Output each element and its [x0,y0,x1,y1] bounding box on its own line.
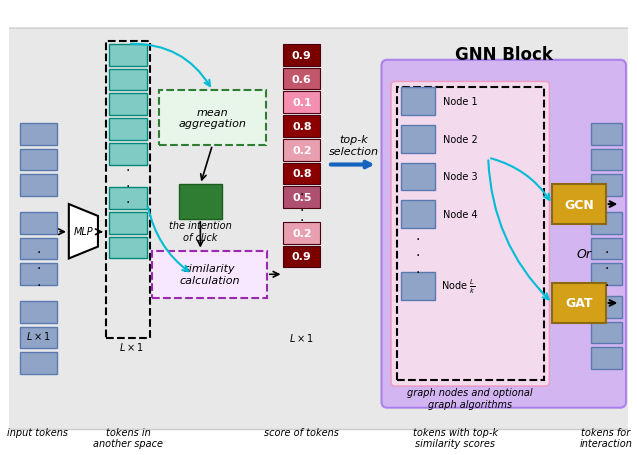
Text: 0.8: 0.8 [292,169,311,179]
Text: Or: Or [576,248,591,260]
FancyBboxPatch shape [591,296,622,318]
FancyBboxPatch shape [20,353,57,374]
Text: $L \times 1$: $L \times 1$ [26,329,51,341]
FancyBboxPatch shape [591,238,622,260]
Text: 0.1: 0.1 [292,98,311,108]
Text: ·
·: · · [300,187,304,217]
FancyBboxPatch shape [108,70,147,91]
FancyBboxPatch shape [401,88,435,116]
FancyBboxPatch shape [20,124,57,146]
FancyBboxPatch shape [20,264,57,286]
Text: score of tokens: score of tokens [264,427,339,437]
Text: 0.2: 0.2 [292,228,311,238]
FancyBboxPatch shape [3,29,634,430]
FancyBboxPatch shape [283,116,320,137]
Bar [159,91,266,146]
Bar [397,88,544,380]
Text: Node 1: Node 1 [443,97,477,107]
FancyBboxPatch shape [20,301,57,323]
FancyBboxPatch shape [591,264,622,286]
FancyBboxPatch shape [20,327,57,349]
FancyBboxPatch shape [108,119,147,141]
Text: Node $\frac{L}{k}$: Node $\frac{L}{k}$ [441,278,475,296]
FancyBboxPatch shape [283,45,320,66]
FancyBboxPatch shape [591,212,622,234]
FancyBboxPatch shape [108,188,147,210]
FancyBboxPatch shape [591,322,622,344]
Bar [106,42,151,338]
FancyBboxPatch shape [283,187,320,208]
FancyBboxPatch shape [591,348,622,369]
FancyBboxPatch shape [401,126,435,153]
Text: GNN Block: GNN Block [455,46,553,64]
Text: ·
·
·: · · · [126,164,130,210]
FancyBboxPatch shape [382,61,626,408]
FancyBboxPatch shape [283,222,320,244]
FancyBboxPatch shape [401,163,435,191]
FancyBboxPatch shape [179,185,222,219]
FancyBboxPatch shape [20,175,57,197]
Text: Node 2: Node 2 [443,135,477,145]
Text: 0.9: 0.9 [292,252,312,262]
Text: 0.6: 0.6 [292,74,312,84]
Text: 0.8: 0.8 [292,121,311,131]
Text: top-k
selection: top-k selection [329,135,379,156]
FancyBboxPatch shape [20,212,57,234]
Text: similarity
calculation: similarity calculation [179,264,240,285]
Text: Node 4: Node 4 [443,209,477,219]
FancyBboxPatch shape [108,94,147,116]
FancyBboxPatch shape [283,140,320,161]
FancyBboxPatch shape [108,45,147,66]
FancyBboxPatch shape [108,237,147,259]
Text: $L \times 1$: $L \times 1$ [119,341,144,353]
Polygon shape [69,205,98,259]
FancyBboxPatch shape [591,149,622,171]
Text: GAT: GAT [565,297,593,310]
FancyBboxPatch shape [591,124,622,146]
Text: tokens for
interaction: tokens for interaction [579,427,632,448]
Text: 0.5: 0.5 [292,193,311,203]
FancyBboxPatch shape [283,163,320,185]
Text: 0.2: 0.2 [292,145,311,155]
FancyBboxPatch shape [391,82,549,386]
FancyBboxPatch shape [283,246,320,268]
Bar [152,251,267,298]
Text: Node 3: Node 3 [443,172,477,182]
FancyBboxPatch shape [553,283,605,323]
FancyBboxPatch shape [283,68,320,90]
FancyBboxPatch shape [591,175,622,197]
FancyBboxPatch shape [283,92,320,114]
FancyBboxPatch shape [108,212,147,234]
FancyBboxPatch shape [20,238,57,260]
Text: ·
·
·: · · · [415,233,420,279]
Text: mean
aggregation: mean aggregation [179,107,246,129]
Text: $L \times 1$: $L \times 1$ [290,331,314,343]
FancyBboxPatch shape [401,273,435,300]
Text: MLP: MLP [73,227,93,237]
Text: input tokens: input tokens [7,427,68,437]
Text: ·: · [300,213,304,228]
FancyBboxPatch shape [20,149,57,171]
Text: GCN: GCN [564,198,594,211]
Text: graph nodes and optional
graph algorithms: graph nodes and optional graph algorithm… [408,387,533,409]
Text: the intention
of click: the intention of click [169,221,232,242]
FancyBboxPatch shape [108,143,147,165]
Text: 0.9: 0.9 [292,51,312,61]
Text: tokens with top-k
similarity scores: tokens with top-k similarity scores [413,427,498,448]
Text: ·
·
·: · · · [36,246,41,292]
Text: tokens in
another space: tokens in another space [93,427,163,448]
FancyBboxPatch shape [401,201,435,228]
Text: ·
·
·: · · · [604,246,609,292]
FancyBboxPatch shape [553,185,605,224]
